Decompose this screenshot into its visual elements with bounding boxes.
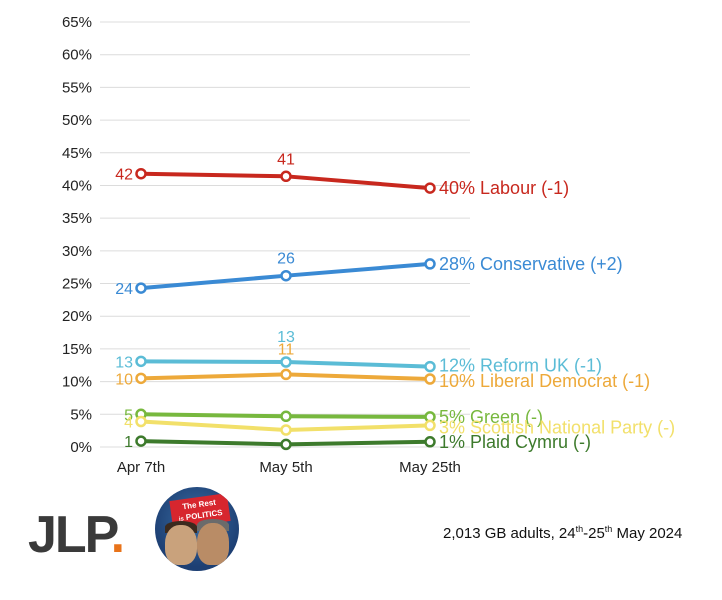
data-point	[424, 419, 436, 432]
data-label: 41	[277, 151, 295, 168]
data-label: 5	[124, 407, 133, 424]
y-tick-label: 10%	[62, 374, 92, 391]
data-point	[280, 438, 292, 451]
data-label: 24	[115, 281, 133, 298]
y-tick-label: 20%	[62, 308, 92, 325]
host-1-face	[165, 525, 197, 565]
x-tick-label: Apr 7th	[117, 459, 165, 476]
data-point	[135, 282, 147, 294]
y-tick-label: 25%	[62, 276, 92, 293]
series-end-label: 28% Conservative (+2)	[439, 254, 623, 274]
data-point	[280, 170, 292, 183]
footnote-sup-2: th	[604, 524, 613, 534]
footnote-suffix: May 2024	[612, 525, 683, 542]
y-tick-label: 0%	[70, 439, 92, 456]
y-tick-label: 55%	[62, 79, 92, 96]
jlp-logo-text: JLP	[28, 506, 113, 564]
data-label: 42	[115, 167, 133, 184]
y-gridlines	[100, 21, 470, 448]
data-point	[280, 410, 292, 423]
y-tick-label: 50%	[62, 112, 92, 129]
data-point	[424, 182, 436, 194]
y-tick-label: 60%	[62, 47, 92, 64]
data-point	[135, 355, 147, 368]
y-tick-label: 65%	[62, 14, 92, 31]
series-end-label: 10% Liberal Democrat (-1)	[439, 371, 650, 391]
data-point	[135, 167, 147, 180]
data-point	[424, 360, 436, 373]
footnote-mid: -25	[583, 525, 605, 542]
y-tick-label: 30%	[62, 243, 92, 260]
rest-is-politics-logo: The Rest is POLITICS	[155, 487, 239, 571]
y-tick-label: 45%	[62, 145, 92, 162]
series-end-label: 5% Green (-)	[439, 407, 543, 427]
series-lines	[135, 167, 436, 451]
jlp-logo-dot: .	[110, 506, 126, 564]
series-end-label: 12% Reform UK (-1)	[439, 356, 602, 376]
data-label: 26	[277, 251, 295, 268]
y-tick-label: 15%	[62, 341, 92, 358]
footnote-prefix: 2,013 GB adults, 24	[443, 525, 576, 542]
data-label: 10	[115, 371, 133, 388]
data-point	[424, 436, 436, 448]
data-label: 4	[124, 415, 133, 432]
data-point	[424, 373, 436, 385]
series-end-label: 40% Labour (-1)	[439, 178, 569, 198]
data-point	[280, 356, 292, 368]
series-end-label: 3% Scottish National Party (-)	[439, 417, 675, 437]
x-tick-label: May 25th	[399, 459, 461, 476]
data-point	[280, 368, 292, 381]
data-point	[280, 269, 292, 282]
data-point	[280, 424, 292, 436]
x-tick-label: May 5th	[259, 459, 312, 476]
data-point	[424, 258, 436, 270]
jlp-logo: JLP.	[28, 505, 126, 565]
y-tick-label: 35%	[62, 210, 92, 227]
x-axis-ticks: Apr 7th May 5th May 25th	[117, 459, 461, 476]
data-point	[135, 435, 147, 447]
y-axis-ticks: 0% 5% 10% 15% 20% 25% 30% 35% 40% 45% 50% 55% 60% 65%	[62, 14, 92, 456]
footnote-sup-1: th	[575, 524, 584, 534]
data-label: 1	[124, 434, 133, 451]
host-2-face	[197, 523, 229, 565]
data-label: 13	[115, 354, 133, 371]
poll-line-chart: 0% 5% 10% 15% 20% 25% 30% 35% 40% 45% 50% 55% 60% 65%…	[62, 14, 675, 476]
series-end-label: 1% Plaid Cymru (-)	[439, 432, 591, 452]
data-point	[135, 415, 147, 428]
sample-footnote: 2,013 GB adults, 24th-25th May 2024	[443, 524, 682, 542]
data-point	[135, 372, 147, 385]
y-tick-label: 5%	[70, 406, 92, 423]
y-tick-label: 40%	[62, 177, 92, 194]
data-label: 13	[277, 329, 295, 346]
data-label: 11	[278, 341, 295, 358]
